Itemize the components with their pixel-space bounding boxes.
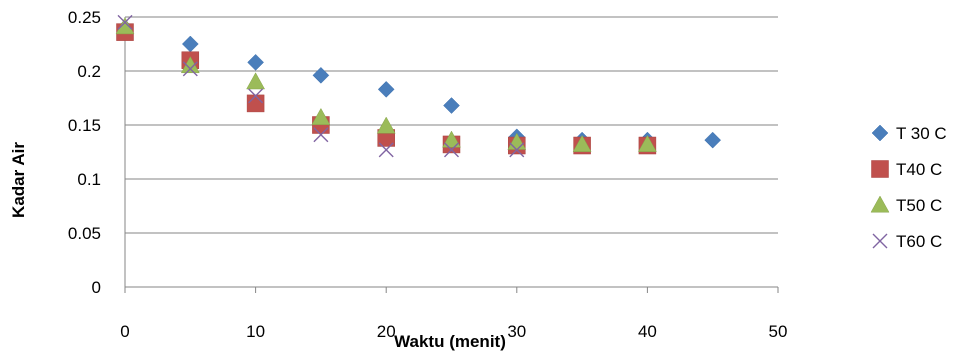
axes — [124, 17, 779, 293]
y-tick-labels: 0 0.05 0.1 0.15 0.2 0.25 — [68, 8, 101, 297]
data-point-diamond — [181, 35, 199, 53]
data-point-triangle — [376, 116, 396, 134]
data-point-triangle — [572, 134, 592, 152]
data-marks — [115, 14, 722, 158]
legend-marker-triangle — [870, 195, 890, 213]
legend-marker-square — [871, 160, 889, 178]
data-point-diamond — [704, 131, 722, 149]
y-tick-label: 0.1 — [77, 170, 101, 189]
y-tick-label: 0 — [92, 278, 101, 297]
x-tick-label: 10 — [246, 322, 265, 341]
data-point-x — [509, 142, 525, 158]
legend-marker-x — [872, 233, 888, 249]
x-tick-label: 30 — [507, 322, 526, 341]
y-axis-title: Kadar Air — [9, 142, 28, 218]
data-point-x — [117, 14, 133, 30]
y-tick-label: 0.25 — [68, 8, 101, 27]
x-tick-label: 20 — [377, 322, 396, 341]
data-point-x — [444, 142, 459, 158]
data-point-triangle — [115, 17, 135, 35]
data-point-diamond — [247, 54, 264, 71]
data-point-triangle — [637, 134, 657, 152]
data-point-triangle — [442, 130, 461, 148]
legend-marker-diamond — [871, 124, 889, 142]
data-point-x — [182, 61, 198, 77]
data-point-x — [313, 127, 329, 143]
x-tick-labels: 0 10 20 30 40 50 — [120, 322, 787, 341]
data-point-triangle — [246, 72, 266, 90]
data-point-square — [246, 94, 265, 113]
y-tick-label: 0.05 — [68, 224, 101, 243]
data-point-x — [378, 142, 394, 158]
gridlines — [125, 16, 778, 234]
legend: T 30 C T40 C T50 C T60 C — [870, 124, 947, 251]
y-tick-label: 0.2 — [77, 62, 101, 81]
x-tick-label: 50 — [769, 322, 788, 341]
legend-label: T40 C — [896, 160, 942, 179]
x-tick-label: 0 — [120, 322, 129, 341]
legend-label: T60 C — [896, 232, 942, 251]
data-point-triangle — [311, 107, 331, 125]
legend-label: T 30 C — [896, 124, 947, 143]
data-point-diamond — [443, 97, 460, 114]
x-tick-label: 40 — [638, 322, 657, 341]
data-point-x — [248, 88, 264, 104]
data-point-diamond — [377, 81, 395, 98]
y-tick-label: 0.15 — [68, 116, 101, 135]
data-point-diamond — [312, 66, 330, 84]
legend-label: T50 C — [896, 196, 942, 215]
x-axis-title: Waktu (menit) — [394, 332, 506, 351]
